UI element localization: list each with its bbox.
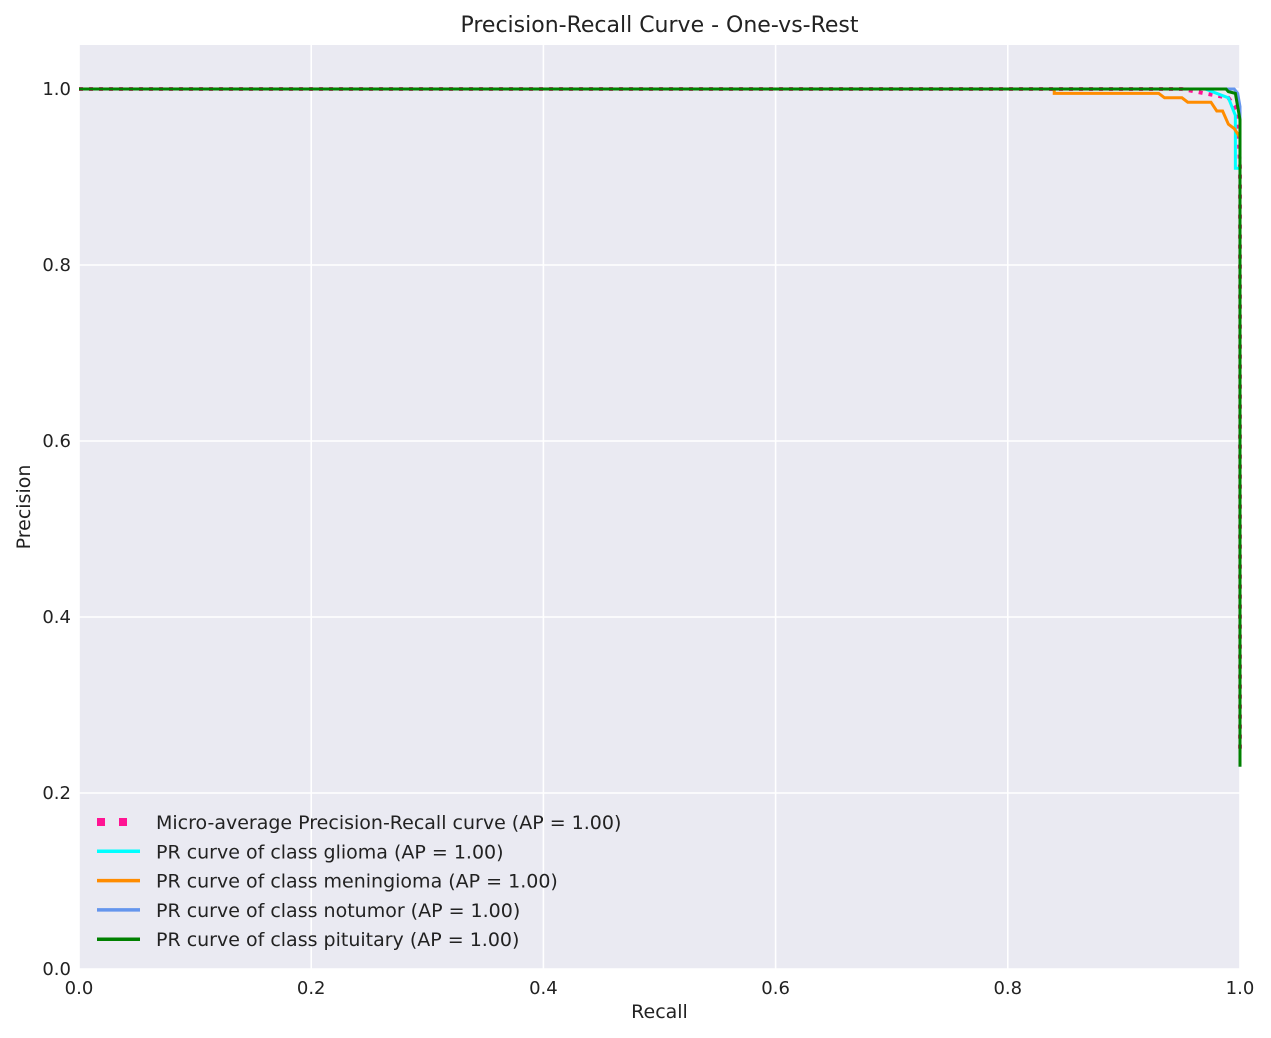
series-line-2	[79, 87, 1242, 767]
x-tick-label: 0.8	[993, 978, 1022, 999]
x-tick-label: 0.4	[529, 978, 558, 999]
legend-label-1: PR curve of class glioma (AP = 1.00)	[156, 841, 504, 863]
y-axis-label: Precision	[13, 465, 35, 550]
y-tick-label: 0.4	[42, 607, 71, 628]
legend-label-4: PR curve of class pituitary (AP = 1.00)	[156, 929, 519, 951]
series-layer	[79, 87, 1242, 767]
legend-label-0: Micro-average Precision-Recall curve (AP…	[156, 812, 621, 834]
series-line-4	[79, 87, 1242, 767]
legend: Micro-average Precision-Recall curve (AP…	[97, 812, 621, 951]
x-tick-label: 1.0	[1226, 978, 1255, 999]
y-tick-label: 0.2	[42, 783, 71, 804]
x-axis-label: Recall	[631, 1001, 688, 1023]
x-tick-label: 0.6	[761, 978, 790, 999]
y-tick-label: 1.0	[42, 79, 71, 100]
x-tick-label: 0.2	[297, 978, 326, 999]
y-tick-label: 0.0	[42, 959, 71, 980]
plot-area	[79, 45, 1240, 969]
chart-title: Precision-Recall Curve - One-vs-Rest	[460, 13, 858, 38]
x-tick-label: 0.0	[65, 978, 94, 999]
tick-labels: 0.0 0.2 0.4 0.6 0.8 1.0 0.0 0.2 0.4 0.6 0.8 1.0	[42, 79, 1254, 999]
legend-label-3: PR curve of class notumor (AP = 1.00)	[156, 900, 520, 922]
y-tick-label: 0.6	[42, 431, 71, 452]
y-tick-label: 0.8	[42, 255, 71, 276]
grid	[78, 45, 1241, 970]
legend-label-2: PR curve of class meningioma (AP = 1.00)	[156, 871, 558, 893]
